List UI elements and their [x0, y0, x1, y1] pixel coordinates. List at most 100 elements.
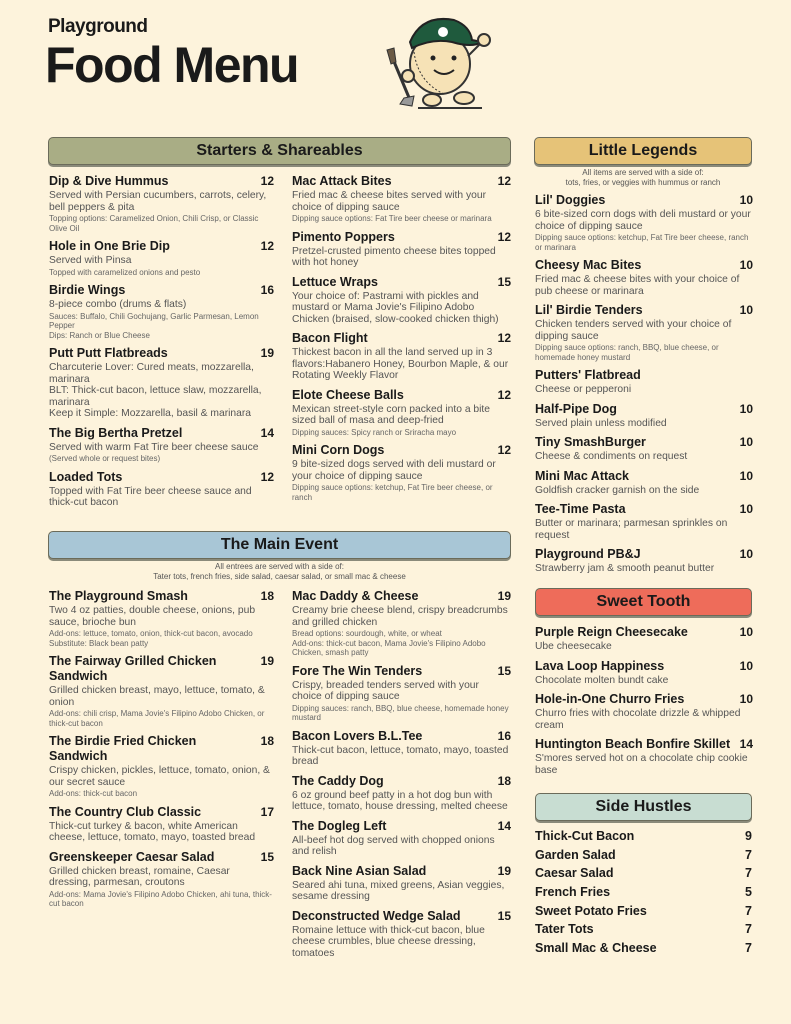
menu-item: Fore The Win Tenders 15 Crispy, breaded te… [292, 664, 511, 723]
item-options: Dipping sauces: Spicy ranch or Sriracha … [292, 427, 457, 437]
item-name: Hole in One Brie Dip [49, 239, 170, 253]
item-description: Butter or marinara; parmesan sprinkles o… [535, 518, 728, 541]
menu-item-header: Loaded Tots 12 [49, 470, 274, 485]
item-description: Charcuterie Lover: Cured meats, mozzarel… [49, 362, 262, 419]
item-price: 16 [260, 283, 274, 297]
item-price: 19 [260, 654, 274, 668]
menu-item: Tiny SmashBurger 10 Cheese & condiments on… [535, 435, 753, 463]
menu-item: The Country Club Classic 17 Thick-cut turk… [49, 805, 274, 844]
menu-item: Back Nine Asian Salad 19 Seared ahi tuna, … [292, 864, 511, 903]
item-name: The Playground Smash [49, 589, 188, 603]
menu-item-header: Back Nine Asian Salad 19 [292, 864, 511, 879]
item-price: 14 [497, 818, 511, 833]
menu-item-header: Bacon Flight 12 [292, 331, 511, 346]
item-description: Crispy chicken, pickles, lettuce, tomato… [49, 765, 270, 788]
side-item: Sweet Potato Fries 7 [535, 904, 752, 923]
item-price: 10 [739, 502, 753, 516]
item-description: Thick-cut bacon, lettuce, tomato, mayo, … [292, 744, 509, 768]
item-price: 15 [497, 663, 511, 678]
item-description: Churro fries with chocolate drizzle & wh… [535, 708, 741, 731]
menu-item-header: Lava Loop Happiness 10 [535, 659, 753, 674]
item-name: Dip & Dive Hummus [49, 174, 169, 188]
sweet-tooth-column: Purple Reign Cheesecake 10 Ube cheesecake L… [535, 625, 753, 782]
menu-item: The Playground Smash 18 Two 4 oz patties, … [49, 589, 274, 648]
menu-item-header: Birdie Wings 16 [49, 283, 274, 298]
menu-item-header: The Dogleg Left 14 [292, 819, 511, 834]
menu-item-header: Purple Reign Cheesecake 10 [535, 625, 753, 640]
menu-item: The Dogleg Left 14 All-beef hot dog served… [292, 819, 511, 858]
menu-item: Lil' Birdie Tenders 10 Chicken tenders ser… [535, 303, 753, 362]
menu-item-header: Pimento Poppers 12 [292, 230, 511, 245]
menu-item-header: Huntington Beach Bonfire Skillet 14 [535, 737, 753, 752]
golf-ball-mascot-icon [386, 18, 491, 109]
menu-item: Half-Pipe Dog 10 Served plain unless modif… [535, 402, 753, 430]
item-options: (Served whole or request bites) [49, 454, 161, 463]
item-name: Greenskeeper Caesar Salad [49, 849, 215, 864]
item-options: Dipping sauce options: ketchup, Fat Tire… [535, 233, 749, 252]
item-options: Dipping sauce options: ketchup, Fat Tire… [292, 483, 493, 502]
item-price: 12 [497, 174, 511, 188]
item-price: 18 [260, 734, 274, 748]
menu-item: Huntington Beach Bonfire Skillet 14 S'more… [535, 737, 753, 776]
item-description: Seared ahi tuna, mixed greens, Asian veg… [292, 879, 505, 903]
side-hustles-column: Thick-Cut Bacon 9 Garden Salad 7 Caesar Sala… [535, 829, 752, 960]
menu-item: Lil' Doggies 10 6 bite-sized corn dogs wit… [535, 193, 753, 252]
item-name: The Country Club Classic [49, 804, 202, 819]
side-item-name: Thick-Cut Bacon [535, 829, 635, 843]
item-description: Cheese & condiments on request [535, 451, 688, 462]
item-name: Mac Daddy & Cheese [292, 589, 419, 603]
item-price: 12 [260, 174, 274, 188]
menu-item: Mini Mac Attack 10 Goldfish cracker garnis… [535, 469, 753, 497]
item-name: Bacon Lovers B.L.Tee [292, 728, 423, 743]
item-description: Served with Pinsa [49, 255, 132, 266]
item-description: 6 oz ground beef patty in a hot dog bun … [292, 789, 508, 813]
menu-item-header: Greenskeeper Caesar Salad 15 [49, 850, 274, 865]
item-price: 10 [739, 435, 753, 449]
side-item-price: 7 [745, 941, 752, 956]
item-name: Putters' Flatbread [535, 368, 641, 382]
starters-left-column: Dip & Dive Hummus 12 Served with Persian c… [49, 174, 274, 515]
item-description: Cheese or pepperoni [535, 384, 632, 395]
item-price: 14 [739, 737, 753, 751]
item-name: Huntington Beach Bonfire Skillet [535, 737, 731, 751]
menu-item-header: Bacon Lovers B.L.Tee 16 [292, 729, 511, 744]
item-description: Creamy brie cheese blend, crispy breadcr… [292, 605, 508, 628]
side-item-price: 7 [745, 866, 752, 881]
item-name: Tiny SmashBurger [535, 435, 646, 449]
menu-item-header: The Country Club Classic 17 [49, 805, 274, 820]
menu-item: Birdie Wings 16 8-piece combo (drums & fla… [49, 283, 274, 340]
side-item: French Fries 5 [535, 885, 752, 904]
menu-item: The Caddy Dog 18 6 oz ground beef patty in… [292, 774, 511, 813]
item-price: 12 [497, 443, 511, 457]
page-title: Food Menu [45, 37, 300, 93]
item-price: 15 [497, 908, 511, 923]
side-item-name: French Fries [535, 885, 611, 900]
item-price: 12 [260, 469, 274, 484]
item-options: Topping options: Caramelized Onion, Chil… [49, 214, 259, 233]
item-price: 19 [497, 863, 511, 878]
menu-item: Hole in One Brie Dip 12 Served with Pinsa T… [49, 239, 274, 277]
side-hustles-header: Side Hustles [535, 793, 752, 821]
item-price: 15 [497, 274, 511, 289]
menu-item-header: Tiny SmashBurger 10 [535, 435, 753, 450]
item-price: 12 [260, 239, 274, 253]
item-description: Grilled chicken breast, mayo, lettuce, t… [49, 685, 265, 708]
menu-item: The Fairway Grilled Chicken Sandwich 19 Gr… [49, 654, 274, 728]
side-item-price: 7 [745, 922, 752, 937]
menu-item-header: Deconstructed Wedge Salad 15 [292, 909, 511, 924]
menu-item: Mac Daddy & Cheese 19 Creamy brie cheese b… [292, 589, 511, 658]
item-name: Birdie Wings [49, 283, 126, 297]
menu-item: Lettuce Wraps 15 Your choice of: Pastrami … [292, 275, 511, 326]
item-price: 19 [260, 346, 274, 360]
item-description: Your choice of: Pastrami with pickles an… [292, 290, 499, 325]
menu-item-header: The Fairway Grilled Chicken Sandwich 19 [49, 654, 274, 684]
menu-item: Tee-Time Pasta 10 Butter or marinara; parm… [535, 502, 753, 541]
item-price: 18 [497, 773, 511, 788]
side-item-name: Tater Tots [535, 922, 594, 937]
menu-item: The Birdie Fried Chicken Sandwich 18 Crisp… [49, 734, 274, 799]
side-item-price: 7 [745, 903, 752, 918]
menu-item-header: Putt Putt Flatbreads 19 [49, 346, 274, 361]
item-description: Fried mac & cheese bites served with you… [292, 190, 487, 213]
menu-item: Deconstructed Wedge Salad 15 Romaine lettu… [292, 909, 511, 960]
item-description: Topped with Fat Tire beer cheese sauce a… [49, 485, 252, 509]
